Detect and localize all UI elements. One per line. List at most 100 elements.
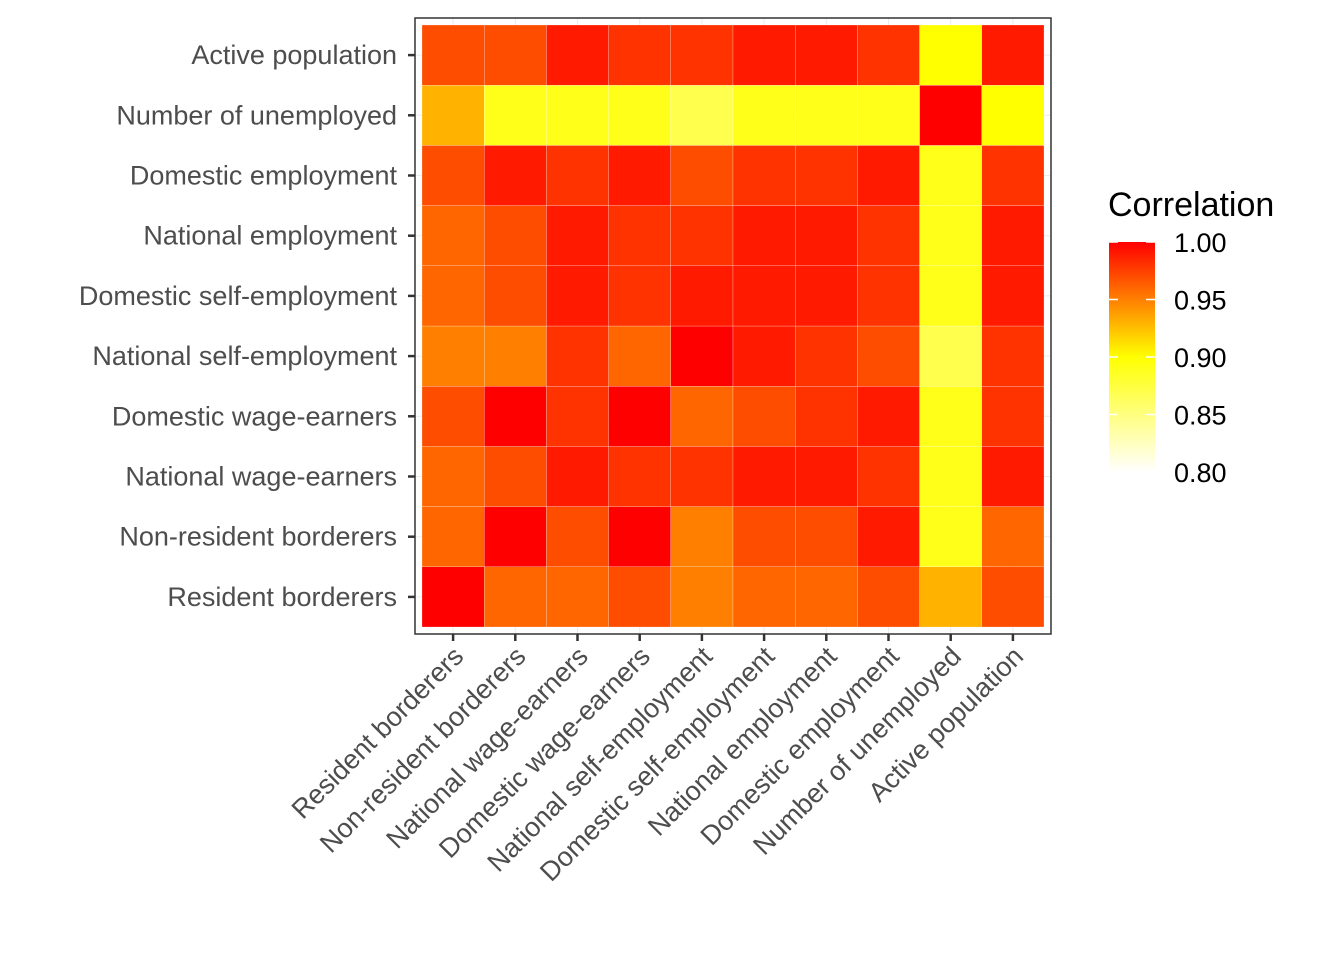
heatmap-cell: Domestic self-employment × Domestic wage… xyxy=(608,265,671,327)
heatmap-cell: National wage-earners × National self-em… xyxy=(670,446,734,507)
heatmap-cell: Domestic self-employment × National self… xyxy=(670,265,734,327)
heatmap-cell: Active population × National wage-earner… xyxy=(546,24,609,86)
heatmap-cell: National wage-earners × Domestic wage-ea… xyxy=(608,446,671,507)
heatmap-cell: National employment × Number of unemploy… xyxy=(919,205,982,267)
heatmap-cell: Domestic employment × Active population:… xyxy=(981,145,1045,206)
y-tick-label: Domestic wage-earners xyxy=(112,401,397,431)
heatmap-cell: Number of unemployed × Active population… xyxy=(981,84,1045,146)
heatmap-cell: Domestic employment × Number of unemploy… xyxy=(919,145,982,206)
heatmap-cell: Active population × Domestic wage-earner… xyxy=(608,24,671,86)
heatmap-cell: Domestic self-employment × Resident bord… xyxy=(421,265,485,327)
heatmap-cell: National wage-earners × Number of unempl… xyxy=(919,446,982,507)
heatmap-cell: Number of unemployed × National employme… xyxy=(795,84,858,146)
y-tick-label: Resident borderers xyxy=(167,582,397,612)
heatmap-cell: National self-employment × Non-resident … xyxy=(484,325,547,387)
heatmap-cell: National employment × Active population:… xyxy=(981,205,1045,267)
heatmap-cell: National wage-earners × National wage-ea… xyxy=(546,446,609,507)
heatmap-cell: Domestic self-employment × National empl… xyxy=(795,265,858,327)
heatmap-cell: Number of unemployed × Non-resident bord… xyxy=(484,84,547,146)
legend-title: Correlation xyxy=(1108,186,1274,224)
y-tick-label: Number of unemployed xyxy=(116,100,397,130)
heatmap-cell: Resident borderers × National self-emplo… xyxy=(670,566,734,628)
heatmap-cell: Number of unemployed × Domestic self-emp… xyxy=(732,84,796,146)
heatmap-cell: Resident borderers × National wage-earne… xyxy=(546,566,609,628)
heatmap-cell: National self-employment × Number of une… xyxy=(919,325,982,387)
legend-label: 0.90 xyxy=(1174,343,1227,373)
y-axis: Resident borderers Non-resident borderers… xyxy=(79,40,415,612)
legend-label: 0.85 xyxy=(1174,401,1227,431)
heatmap-cell: National wage-earners × Domestic employm… xyxy=(857,446,920,507)
y-tick-label: Domestic self-employment xyxy=(79,281,398,311)
heatmap-cell: National self-employment × Active popula… xyxy=(981,325,1045,387)
heatmap-cell: National self-employment × Domestic wage… xyxy=(608,325,671,387)
heatmap-cell: Resident borderers × National employment… xyxy=(795,566,858,628)
heatmap-cell: Resident borderers × Resident borderers:… xyxy=(421,566,485,628)
heatmap-cell: Domestic employment × Domestic self-empl… xyxy=(732,145,796,206)
heatmap-cell: Non-resident borderers × Resident border… xyxy=(421,506,485,568)
y-tick-label: National self-employment xyxy=(92,341,397,371)
heatmap-cell: Domestic employment × Resident borderers… xyxy=(421,145,485,206)
heatmap-cell: Non-resident borderers × Number of unemp… xyxy=(919,506,982,568)
heatmap-cell: National wage-earners × Active populatio… xyxy=(981,446,1045,507)
heatmap-cell: Domestic wage-earners × Active populatio… xyxy=(981,386,1045,447)
heatmap-cell: National employment × Non-resident borde… xyxy=(484,205,547,267)
heatmap-cell: Non-resident borderers × Active populati… xyxy=(981,506,1045,568)
heatmap-cell: National employment × Domestic self-empl… xyxy=(732,205,796,267)
heatmap-cell: Number of unemployed × Number of unemplo… xyxy=(919,84,982,146)
heatmap-cell: National employment × National employmen… xyxy=(795,205,858,267)
y-tick-label: Non-resident borderers xyxy=(119,522,397,552)
heatmap-cell: Non-resident borderers × National self-e… xyxy=(670,506,734,568)
heatmap-cell: Domestic wage-earners × National wage-ea… xyxy=(546,386,609,447)
heatmap-cell: Domestic employment × National employmen… xyxy=(795,145,858,206)
heatmap-cell: Resident borderers × Active population: … xyxy=(981,566,1045,628)
panel-border xyxy=(414,17,1052,635)
heatmap-cell: Number of unemployed × Resident borderer… xyxy=(421,84,485,146)
heatmap-cell: National wage-earners × Non-resident bor… xyxy=(484,446,547,507)
heatmap-cell: National employment × National self-empl… xyxy=(670,205,734,267)
heatmap-cell: National employment × Domestic employmen… xyxy=(857,205,920,267)
heatmap-cell: National self-employment × Resident bord… xyxy=(421,325,485,387)
legend-ticks: 1.00 0.95 0.90 0.85 0.80 xyxy=(1109,228,1227,488)
heatmap-cell: Non-resident borderers × Domestic self-e… xyxy=(732,506,796,568)
legend: Correlation 1.00 0.95 0.90 0.85 0.80 xyxy=(1108,186,1274,488)
heatmap-cell: Resident borderers × Domestic wage-earne… xyxy=(608,566,671,628)
heatmap-cell: National employment × Resident borderers… xyxy=(421,205,485,267)
heatmap-cell: National self-employment × Domestic empl… xyxy=(857,325,920,387)
heatmap-cell: Domestic employment × Domestic wage-earn… xyxy=(608,145,671,206)
heatmap-cell: Non-resident borderers × Domestic employ… xyxy=(857,506,920,568)
heatmap-cell: Resident borderers × Domestic self-emplo… xyxy=(732,566,796,628)
heatmap-cell: National wage-earners × Domestic self-em… xyxy=(732,446,796,507)
heatmap-cell: Active population × National employment:… xyxy=(795,24,858,86)
heatmap-cell: National self-employment × National self… xyxy=(670,325,734,387)
heatmap-cell: Active population × Resident borderers: … xyxy=(421,24,485,86)
y-tick-label: National wage-earners xyxy=(125,462,397,492)
heatmap-cell: Domestic employment × National wage-earn… xyxy=(546,145,609,206)
heatmap-cell: National self-employment × National empl… xyxy=(795,325,858,387)
heatmap-cell: Active population × Domestic self-employ… xyxy=(732,24,796,86)
heatmap-cell: National self-employment × National wage… xyxy=(546,325,609,387)
heatmap-cell: Domestic wage-earners × National employm… xyxy=(795,386,858,447)
heatmap-cell: Active population × Domestic employment:… xyxy=(857,24,920,86)
heatmap-cell: Domestic wage-earners × Number of unempl… xyxy=(919,386,982,447)
heatmap-cell: National employment × National wage-earn… xyxy=(546,205,609,267)
heatmap-cell: Number of unemployed × National wage-ear… xyxy=(546,84,609,146)
heatmap-cell: Domestic employment × National self-empl… xyxy=(670,145,734,206)
heatmap-cell: Domestic self-employment × Number of une… xyxy=(919,265,982,327)
heatmap-cell: National wage-earners × National employm… xyxy=(795,446,858,507)
heatmap-cell: Domestic self-employment × National wage… xyxy=(546,265,609,327)
heatmap-cell: Domestic self-employment × Active popula… xyxy=(981,265,1045,327)
heatmap-cell: Active population × Non-resident bordere… xyxy=(484,24,547,86)
heatmap-cell: Resident borderers × Domestic employment… xyxy=(857,566,920,628)
heatmap-cell: Number of unemployed × Domestic wage-ear… xyxy=(608,84,671,146)
y-tick-label: Active population xyxy=(191,40,397,70)
heatmap-cell: National employment × Domestic wage-earn… xyxy=(608,205,671,267)
heatmap-cell: Domestic wage-earners × Non-resident bor… xyxy=(484,386,547,447)
legend-label: 0.95 xyxy=(1174,286,1227,316)
heatmap-cell: Active population × Number of unemployed… xyxy=(919,24,982,86)
y-tick-label: Domestic employment xyxy=(130,161,398,191)
heatmap-cell: Domestic self-employment × Domestic empl… xyxy=(857,265,920,327)
heatmap-cells: Resident borderers × Resident borderers:… xyxy=(421,24,1045,628)
heatmap-cell: Domestic wage-earners × Domestic wage-ea… xyxy=(608,386,671,447)
heatmap-cell: National wage-earners × Resident bordere… xyxy=(421,446,485,507)
